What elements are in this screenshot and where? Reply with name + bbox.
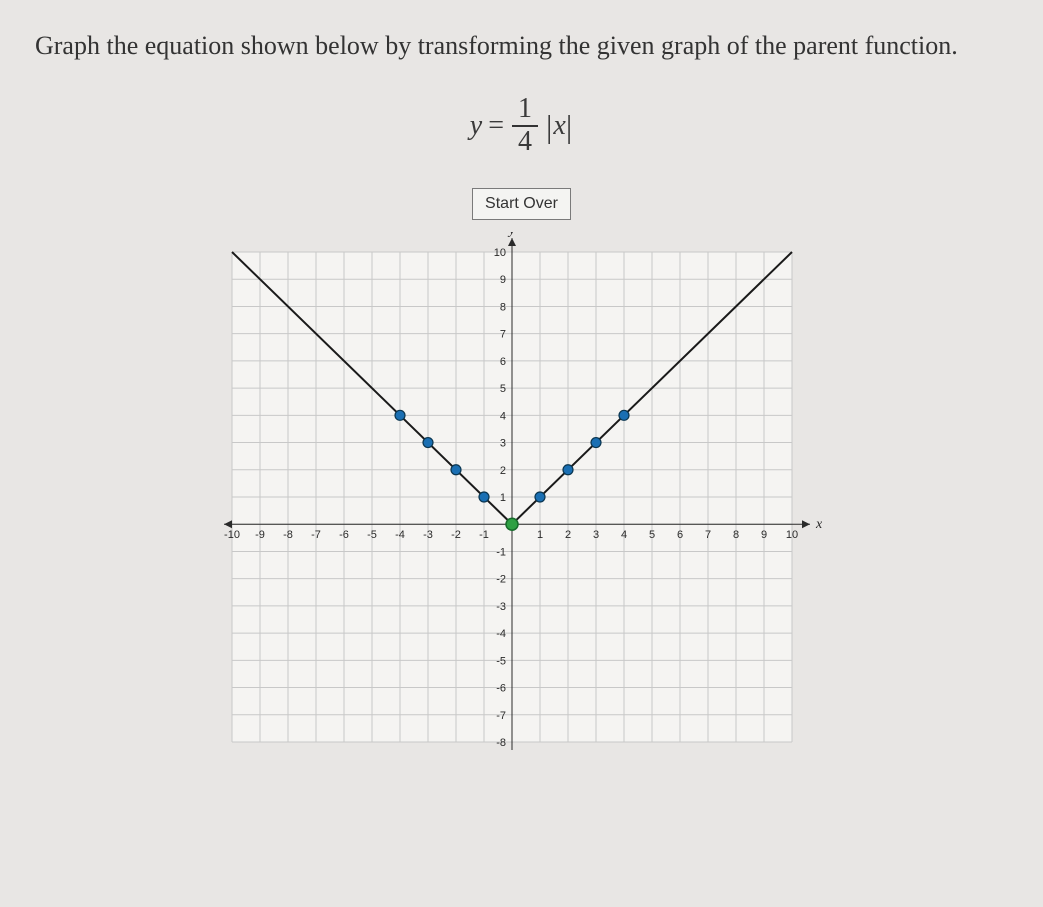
equation-lhs: y [470,110,482,142]
svg-text:-5: -5 [496,655,506,667]
draggable-point[interactable] [451,465,461,475]
svg-text:-4: -4 [395,529,405,541]
equation-var: x [553,110,565,142]
svg-text:-9: -9 [255,529,265,541]
svg-text:-1: -1 [496,546,506,558]
svg-text:-3: -3 [423,529,433,541]
svg-text:10: 10 [785,529,797,541]
svg-text:3: 3 [592,529,598,541]
svg-text:-2: -2 [496,574,506,586]
abs-close: | [566,108,573,145]
equation-display: y = 1 4 |x| [35,94,1008,158]
y-axis-label: y [506,232,515,238]
svg-text:-3: -3 [496,601,506,613]
draggable-point[interactable] [479,492,489,502]
x-axis-label: x [815,517,822,532]
fraction-numerator: 1 [512,94,538,127]
svg-text:2: 2 [499,465,505,477]
svg-text:-5: -5 [367,529,377,541]
svg-text:4: 4 [499,410,505,422]
svg-text:8: 8 [499,301,505,313]
start-over-button[interactable]: Start Over [472,188,571,220]
equation-fraction: 1 4 [512,94,538,158]
svg-text:-1: -1 [479,529,489,541]
svg-text:-4: -4 [496,628,506,640]
svg-text:10: 10 [493,247,505,259]
svg-text:-10: -10 [224,529,240,541]
svg-text:4: 4 [620,529,626,541]
svg-text:-8: -8 [496,737,506,749]
svg-text:8: 8 [732,529,738,541]
svg-text:-7: -7 [496,710,506,722]
svg-text:-7: -7 [311,529,321,541]
svg-text:1: 1 [536,529,542,541]
svg-text:2: 2 [564,529,570,541]
equation-equals: = [488,110,504,142]
vertex-point[interactable] [506,518,518,530]
coordinate-plane[interactable]: -10 -9 -8 -7 -6 -5 -4 -3 -2 -1 1 2 3 4 5 6 7 8 9 10 -8 -7 -6 -5… [222,232,822,752]
svg-text:9: 9 [760,529,766,541]
graph-area[interactable]: -10 -9 -8 -7 -6 -5 -4 -3 -2 -1 1 2 3 4 5 6 7 8 9 10 -8 -7 -6 -5… [222,232,822,752]
svg-text:1: 1 [499,492,505,504]
svg-text:7: 7 [704,529,710,541]
svg-text:5: 5 [648,529,654,541]
svg-text:6: 6 [499,356,505,368]
svg-text:-8: -8 [283,529,293,541]
svg-text:-2: -2 [451,529,461,541]
draggable-point[interactable] [395,410,405,420]
draggable-point[interactable] [591,438,601,448]
svg-text:3: 3 [499,438,505,450]
draggable-point[interactable] [535,492,545,502]
fraction-denominator: 4 [512,127,538,158]
svg-text:6: 6 [676,529,682,541]
question-text: Graph the equation shown below by transf… [35,28,1008,64]
svg-text:9: 9 [499,274,505,286]
svg-text:-6: -6 [496,683,506,695]
draggable-point[interactable] [563,465,573,475]
draggable-point[interactable] [619,410,629,420]
draggable-point[interactable] [423,438,433,448]
svg-text:-6: -6 [339,529,349,541]
svg-text:7: 7 [499,329,505,341]
svg-text:5: 5 [499,383,505,395]
